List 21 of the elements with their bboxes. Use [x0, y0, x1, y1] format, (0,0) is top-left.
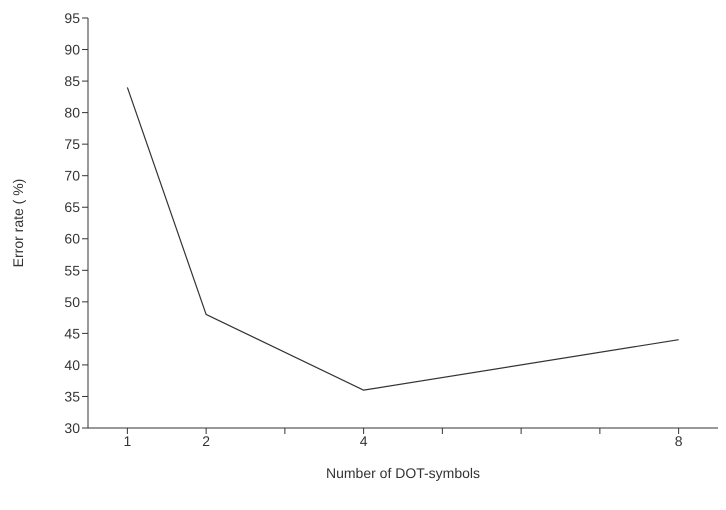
y-tick-label: 35 [64, 388, 80, 404]
y-tick-label: 65 [64, 199, 80, 216]
y-tick-label: 95 [64, 10, 80, 26]
y-tick-label: 85 [64, 73, 80, 90]
x-axis-title: Number of DOT-symbols [326, 465, 480, 481]
y-tick-label: 55 [64, 262, 80, 278]
y-tick-label: 40 [64, 356, 80, 373]
y-tick-label: 60 [64, 230, 80, 247]
y-axis-title: Error rate ( %) [10, 178, 26, 268]
x-tick-label: 8 [674, 432, 683, 449]
y-tick-label: 45 [64, 325, 80, 342]
y-tick-label: 30 [64, 420, 80, 436]
line-series [126, 86, 680, 391]
x-tick-label: 4 [360, 432, 368, 449]
y-tick-label: 80 [64, 104, 80, 121]
y-tick-label: 75 [64, 136, 80, 152]
y-tick-label: 70 [64, 168, 80, 184]
x-tick-label: 1 [123, 432, 132, 449]
x-tick-label: 2 [202, 432, 210, 449]
y-tick-label: 50 [64, 294, 80, 310]
y-tick-label: 90 [64, 42, 80, 58]
